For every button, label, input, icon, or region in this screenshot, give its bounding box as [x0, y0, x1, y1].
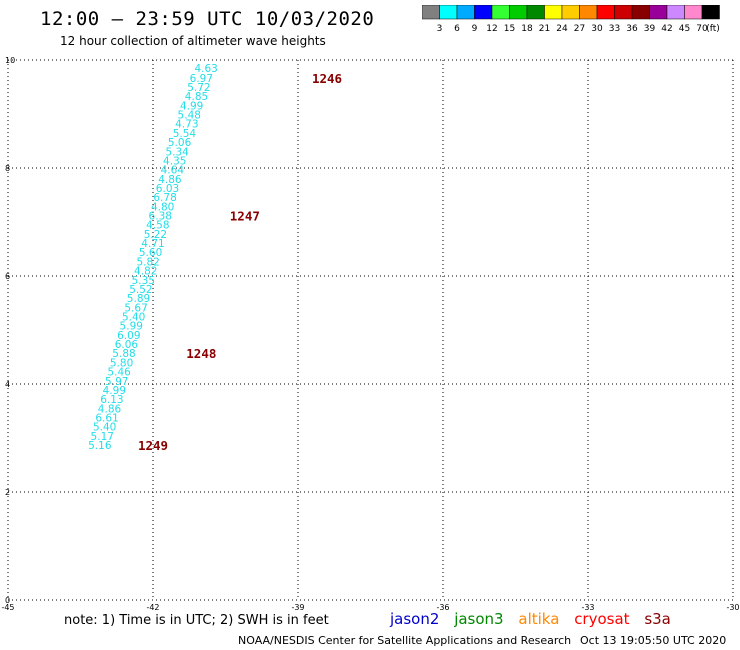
- color-scale-label: 33: [609, 24, 620, 34]
- wave-height-point: 6.97: [190, 73, 213, 85]
- color-scale-label: 36: [626, 24, 638, 34]
- wave-height-point: 5.16: [88, 440, 112, 452]
- wave-height-point: 6.13: [100, 394, 123, 406]
- wave-height-point: 5.48: [178, 110, 201, 122]
- mission-altika: altika: [518, 610, 560, 628]
- color-scale-label: 9: [472, 24, 478, 34]
- x-tick-label: -45: [1, 603, 14, 612]
- wave-height-point: 6.06: [115, 339, 139, 351]
- wave-height-point: 5.17: [91, 431, 114, 443]
- color-scale-label: 6: [454, 24, 460, 34]
- y-tick-label: 10: [5, 56, 15, 65]
- mission-cryosat: cryosat: [574, 610, 630, 628]
- wave-height-point: 4.63: [194, 63, 217, 75]
- color-scale-label: 3: [437, 24, 443, 34]
- wave-height-point: 4.64: [161, 165, 185, 177]
- color-swatch: [701, 5, 720, 20]
- wave-height-point: 5.54: [173, 128, 197, 140]
- wave-height-point: 4.80: [151, 201, 174, 213]
- wave-height-point: 5.82: [136, 256, 159, 268]
- pass-id-label: 1246: [312, 71, 342, 86]
- x-tick-label: -33: [581, 603, 594, 612]
- color-scale-label: 70: [696, 24, 708, 34]
- wave-height-point: 5.67: [124, 302, 147, 314]
- x-tick-label: -30: [726, 603, 739, 612]
- wave-height-point: 6.09: [117, 330, 140, 342]
- y-tick-label: 8: [5, 164, 10, 173]
- footer-note: note: 1) Time is in UTC; 2) SWH is in fe…: [64, 613, 329, 628]
- mission-jason3: jason3: [454, 610, 504, 628]
- color-scale-label: 21: [539, 24, 550, 34]
- wave-height-point: 5.22: [144, 229, 167, 241]
- credit-line: NOAA/NESDIS Center for Satellite Applica…: [238, 634, 572, 647]
- color-scale-label: 27: [574, 24, 585, 34]
- generated-timestamp: Oct 13 19:05:50 UTC 2020: [580, 634, 727, 647]
- wave-height-point: 4.71: [141, 238, 164, 250]
- color-scale-label: 18: [521, 24, 533, 34]
- wave-height-point: 4.99: [180, 100, 203, 112]
- wave-height-point: 4.58: [146, 220, 169, 232]
- color-scale-unit: (ft): [706, 24, 720, 34]
- color-scale-label: 45: [679, 24, 690, 34]
- wave-height-point: 4.99: [103, 385, 126, 397]
- color-scale-label: 12: [486, 24, 497, 34]
- color-scale-label: 30: [591, 24, 603, 34]
- color-scale-legend: 3 6 9 12 15 18 21 24 27 30 33 36 39 42 45 70(ft): [422, 5, 720, 34]
- color-scale-label: 15: [504, 24, 515, 34]
- wave-height-point: 5.80: [110, 357, 133, 369]
- y-tick-label: 2: [5, 488, 10, 497]
- wave-height-point: 5.35: [132, 275, 155, 287]
- color-scale-label: 42: [661, 24, 672, 34]
- mission-jason2: jason2: [390, 610, 440, 628]
- y-tick-label: 0: [5, 596, 10, 605]
- wave-height-plot: -45 -42 -39 -36 -33 -3002468104.636.975.724.8…: [1, 56, 739, 612]
- wave-height-point: 5.06: [168, 137, 192, 149]
- pass-id-label: 1248: [186, 346, 216, 361]
- pass-id-label: 1249: [138, 438, 168, 453]
- wave-height-point: 5.40: [122, 312, 145, 324]
- x-tick-label: -36: [436, 603, 449, 612]
- wave-height-point: 5.97: [105, 376, 128, 388]
- wave-height-point: 5.89: [127, 293, 150, 305]
- wave-height-point: 5.88: [112, 348, 135, 360]
- y-tick-label: 4: [5, 380, 10, 389]
- wave-height-point: 4.85: [185, 91, 208, 103]
- wave-height-point: 6.61: [95, 412, 118, 424]
- wave-height-point: 5.52: [129, 284, 152, 296]
- wave-height-point: 5.60: [139, 247, 162, 259]
- wave-height-point: 5.72: [187, 82, 210, 94]
- chart-title: 12:00 – 23:59 UTC 10/03/2020: [40, 8, 375, 30]
- wave-height-point: 6.03: [156, 183, 179, 195]
- wave-height-point: 6.78: [153, 192, 176, 204]
- wave-height-point: 4.35: [163, 155, 186, 167]
- wave-height-point: 5.46: [107, 367, 131, 379]
- wave-height-point: 4.82: [134, 266, 157, 278]
- wave-height-point: 4.86: [98, 403, 122, 415]
- pass-id-label: 1247: [230, 209, 260, 224]
- wave-height-point: 4.73: [175, 119, 198, 131]
- color-scale-label: 39: [644, 24, 656, 34]
- color-scale-label: 24: [556, 24, 568, 34]
- wave-height-point: 6.38: [149, 211, 172, 223]
- x-tick-label: -42: [146, 603, 159, 612]
- mission-legend: jason2 jason3 altika cryosat s3a: [390, 610, 681, 628]
- wave-height-point: 4.86: [158, 174, 182, 186]
- mission-s3a: s3a: [644, 610, 671, 628]
- wave-height-point: 5.40: [93, 422, 116, 434]
- x-tick-label: -39: [291, 603, 304, 612]
- chart-subtitle: 12 hour collection of altimeter wave hei…: [60, 34, 326, 48]
- wave-height-point: 5.34: [165, 146, 189, 158]
- wave-height-point: 5.99: [120, 321, 143, 333]
- y-tick-label: 6: [5, 272, 10, 281]
